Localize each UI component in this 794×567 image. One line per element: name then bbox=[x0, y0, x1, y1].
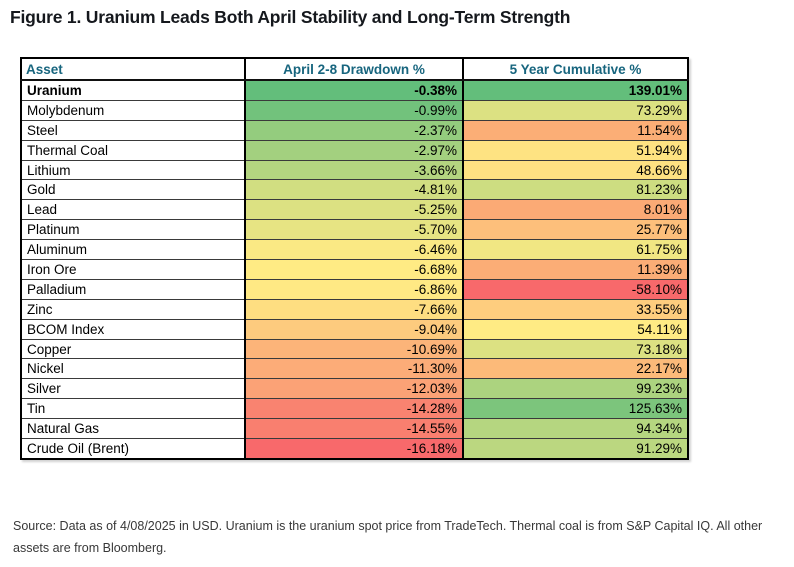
drawdown-value-cell: -5.25% bbox=[244, 199, 464, 221]
asset-name-cell: Tin bbox=[20, 398, 246, 420]
drawdown-value-cell: -9.04% bbox=[244, 318, 464, 340]
asset-name-cell: Molybdenum bbox=[20, 99, 246, 121]
drawdown-value-cell: -16.18% bbox=[244, 438, 464, 460]
table-row: Copper -10.69% 73.18% bbox=[20, 338, 689, 360]
cumulative-value-cell: 22.17% bbox=[462, 358, 689, 380]
drawdown-value-cell: -14.28% bbox=[244, 398, 464, 420]
asset-name-cell: Crude Oil (Brent) bbox=[20, 438, 246, 460]
drawdown-value-cell: -6.46% bbox=[244, 239, 464, 261]
cumulative-value-cell: 125.63% bbox=[462, 398, 689, 420]
cumulative-value-cell: 33.55% bbox=[462, 298, 689, 320]
cumulative-value-cell: -58.10% bbox=[462, 278, 689, 300]
drawdown-value-cell: -6.68% bbox=[244, 259, 464, 280]
cumulative-value-cell: 73.29% bbox=[462, 99, 689, 121]
table-row: Tin -14.28% 125.63% bbox=[20, 398, 689, 420]
table-row: Palladium -6.86% -58.10% bbox=[20, 278, 689, 300]
cumulative-value-cell: 91.29% bbox=[462, 438, 689, 460]
cumulative-value-cell: 8.01% bbox=[462, 199, 689, 221]
asset-name-cell: Gold bbox=[20, 179, 246, 201]
table-row: Silver -12.03% 99.23% bbox=[20, 378, 689, 400]
table-row: Steel -2.37% 11.54% bbox=[20, 119, 689, 141]
figure-title: Figure 1. Uranium Leads Both April Stabi… bbox=[10, 7, 571, 27]
table-row: Platinum -5.70% 25.77% bbox=[20, 219, 689, 241]
cumulative-value-cell: 25.77% bbox=[462, 219, 689, 241]
asset-name-cell: Aluminum bbox=[20, 239, 246, 261]
table-row: Uranium -0.38% 139.01% bbox=[20, 79, 689, 101]
drawdown-value-cell: -14.55% bbox=[244, 418, 464, 440]
drawdown-value-cell: -10.69% bbox=[244, 338, 464, 360]
asset-name-cell: Silver bbox=[20, 378, 246, 400]
table-row: Gold -4.81% 81.23% bbox=[20, 179, 689, 201]
table-row: Lithium -3.66% 48.66% bbox=[20, 159, 689, 181]
table-row: Iron Ore -6.68% 11.39% bbox=[20, 259, 689, 280]
drawdown-value-cell: -2.37% bbox=[244, 119, 464, 141]
heatmap-table: Asset April 2-8 Drawdown % 5 Year Cumula… bbox=[20, 57, 689, 460]
table-row: Aluminum -6.46% 61.75% bbox=[20, 239, 689, 261]
drawdown-value-cell: -0.99% bbox=[244, 99, 464, 121]
asset-name-cell: Lead bbox=[20, 199, 246, 221]
asset-name-cell: Copper bbox=[20, 338, 246, 360]
asset-name-cell: Zinc bbox=[20, 298, 246, 320]
source-note: Source: Data as of 4/08/2025 in USD. Ura… bbox=[13, 519, 763, 555]
asset-name-cell: BCOM Index bbox=[20, 318, 246, 340]
cumulative-value-cell: 11.54% bbox=[462, 119, 689, 141]
asset-name-cell: Steel bbox=[20, 119, 246, 141]
table-row: Molybdenum -0.99% 73.29% bbox=[20, 99, 689, 121]
asset-name-cell: Nickel bbox=[20, 358, 246, 380]
table-row: Nickel -11.30% 22.17% bbox=[20, 358, 689, 380]
asset-name-cell: Iron Ore bbox=[20, 259, 246, 280]
drawdown-value-cell: -12.03% bbox=[244, 378, 464, 400]
drawdown-value-cell: -4.81% bbox=[244, 179, 464, 201]
asset-name-cell: Platinum bbox=[20, 219, 246, 241]
cumulative-value-cell: 81.23% bbox=[462, 179, 689, 201]
drawdown-value-cell: -5.70% bbox=[244, 219, 464, 241]
column-header-drawdown: April 2-8 Drawdown % bbox=[244, 57, 464, 81]
table-row: BCOM Index -9.04% 54.11% bbox=[20, 318, 689, 340]
asset-name-cell: Thermal Coal bbox=[20, 139, 246, 161]
cumulative-value-cell: 139.01% bbox=[462, 79, 689, 101]
drawdown-value-cell: -3.66% bbox=[244, 159, 464, 181]
cumulative-value-cell: 11.39% bbox=[462, 259, 689, 280]
cumulative-value-cell: 73.18% bbox=[462, 338, 689, 360]
asset-name-cell: Natural Gas bbox=[20, 418, 246, 440]
column-header-cumulative: 5 Year Cumulative % bbox=[462, 57, 689, 81]
table-header: Asset April 2-8 Drawdown % 5 Year Cumula… bbox=[20, 57, 689, 81]
cumulative-value-cell: 54.11% bbox=[462, 318, 689, 340]
table-row: Crude Oil (Brent) -16.18% 91.29% bbox=[20, 438, 689, 460]
cumulative-value-cell: 94.34% bbox=[462, 418, 689, 440]
asset-name-cell: Palladium bbox=[20, 278, 246, 300]
cumulative-value-cell: 48.66% bbox=[462, 159, 689, 181]
asset-table-body: Uranium -0.38% 139.01% Molybdenum -0.99%… bbox=[20, 79, 689, 460]
asset-name-cell: Lithium bbox=[20, 159, 246, 181]
drawdown-value-cell: -11.30% bbox=[244, 358, 464, 380]
table-row: Natural Gas -14.55% 94.34% bbox=[20, 418, 689, 440]
table-row: Thermal Coal -2.97% 51.94% bbox=[20, 139, 689, 161]
drawdown-value-cell: -0.38% bbox=[244, 79, 464, 101]
drawdown-value-cell: -2.97% bbox=[244, 139, 464, 161]
table-row: Lead -5.25% 8.01% bbox=[20, 199, 689, 221]
column-header-asset: Asset bbox=[20, 57, 246, 81]
table-row: Zinc -7.66% 33.55% bbox=[20, 298, 689, 320]
asset-performance-table: Asset April 2-8 Drawdown % 5 Year Cumula… bbox=[20, 57, 689, 460]
cumulative-value-cell: 51.94% bbox=[462, 139, 689, 161]
header-row: Asset April 2-8 Drawdown % 5 Year Cumula… bbox=[20, 57, 689, 81]
cumulative-value-cell: 99.23% bbox=[462, 378, 689, 400]
cumulative-value-cell: 61.75% bbox=[462, 239, 689, 261]
drawdown-value-cell: -6.86% bbox=[244, 278, 464, 300]
asset-name-cell: Uranium bbox=[20, 79, 246, 101]
drawdown-value-cell: -7.66% bbox=[244, 298, 464, 320]
